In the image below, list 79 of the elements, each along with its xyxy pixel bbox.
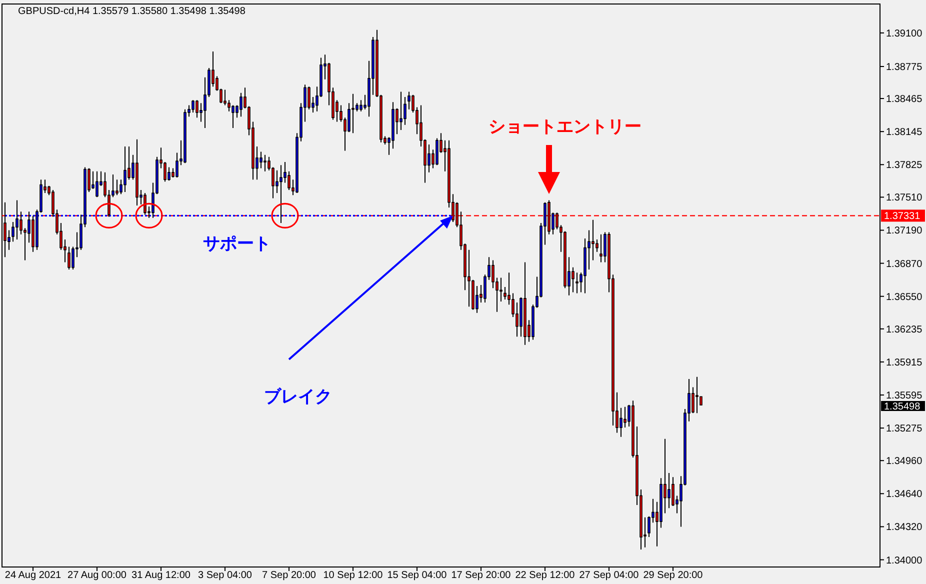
candlestick bbox=[116, 179, 118, 196]
candlestick bbox=[168, 166, 170, 182]
y-tick-label: 1.37510 bbox=[886, 192, 923, 204]
candlestick bbox=[360, 100, 362, 112]
candlestick bbox=[348, 102, 350, 133]
candlestick bbox=[592, 219, 594, 261]
y-tick-label: 1.36235 bbox=[886, 324, 923, 336]
candlestick bbox=[144, 192, 146, 216]
candlestick bbox=[500, 277, 502, 302]
candlestick bbox=[264, 154, 266, 172]
candlestick bbox=[400, 91, 402, 131]
candlestick bbox=[436, 138, 438, 166]
candlestick bbox=[164, 162, 166, 182]
candlestick bbox=[240, 92, 242, 118]
y-tick-label: 1.37190 bbox=[886, 226, 923, 237]
y-tick-label: 1.34640 bbox=[886, 489, 923, 500]
candlestick bbox=[620, 407, 622, 438]
y-tick-label: 1.36550 bbox=[886, 292, 923, 303]
x-tick-label: 17 Sep 20:00 bbox=[451, 570, 512, 581]
candlestick bbox=[492, 260, 494, 289]
candlestick bbox=[428, 144, 430, 173]
candlestick bbox=[576, 272, 578, 294]
y-tick-label: 1.35275 bbox=[886, 424, 923, 435]
y-tick-label: 1.34320 bbox=[886, 522, 923, 534]
candlestick bbox=[96, 170, 98, 198]
y-tick-label: 1.35595 bbox=[886, 390, 923, 402]
candlestick bbox=[12, 221, 14, 242]
x-tick-label: 10 Sep 12:00 bbox=[323, 570, 384, 581]
y-tick-label: 1.35915 bbox=[886, 357, 923, 368]
candlestick bbox=[668, 472, 670, 509]
x-tick-label: 24 Aug 2021 bbox=[4, 570, 62, 581]
chart-title: GBPUSD-cd,H4 1.35579 1.35580 1.35498 1.35498 bbox=[18, 6, 246, 17]
annotation: ブレイク bbox=[264, 387, 332, 406]
x-tick-label: 3 Sep 04:00 bbox=[198, 570, 252, 581]
candlestick bbox=[516, 302, 518, 338]
candlestick bbox=[192, 100, 194, 113]
text: 1.35498 bbox=[884, 402, 921, 412]
candlestick bbox=[232, 104, 234, 128]
candlestick bbox=[196, 100, 198, 118]
candlestick bbox=[68, 246, 70, 270]
y-tick-label: 1.34960 bbox=[886, 456, 923, 468]
candlestick bbox=[228, 100, 230, 112]
candlestick bbox=[572, 266, 574, 293]
y-tick-label: 1.37825 bbox=[886, 160, 923, 172]
ref-line-label: 1.37331 bbox=[884, 211, 921, 222]
x-tick-label: 27 Sep 04:00 bbox=[579, 570, 640, 581]
candlestick bbox=[176, 152, 178, 178]
x-tick-label: 22 Sep 12:00 bbox=[515, 570, 576, 581]
candlestick bbox=[276, 170, 278, 194]
x-tick-label: 7 Sep 20:00 bbox=[262, 570, 316, 581]
candlestick bbox=[72, 246, 74, 270]
candlestick bbox=[696, 376, 698, 414]
y-tick-label: 1.39100 bbox=[886, 28, 923, 40]
y-tick-label: 1.36870 bbox=[886, 258, 923, 270]
candlestick bbox=[288, 170, 290, 190]
candlestick bbox=[352, 93, 354, 134]
candlestick bbox=[404, 96, 406, 126]
y-tick-label: 1.38775 bbox=[886, 62, 923, 73]
candlestick bbox=[260, 151, 262, 169]
y-tick-label: 1.38465 bbox=[886, 94, 923, 106]
candlestick bbox=[648, 516, 650, 538]
candlestick bbox=[672, 476, 674, 507]
candlestick bbox=[308, 86, 310, 110]
x-tick-label: 29 Sep 20:00 bbox=[643, 570, 704, 581]
x-tick-label: 15 Sep 04:00 bbox=[387, 570, 448, 581]
annotation: ショートエントリー bbox=[488, 117, 642, 136]
annotation: サポート bbox=[203, 234, 271, 253]
x-tick-label: 27 Aug 00:00 bbox=[68, 570, 127, 581]
candlestick bbox=[224, 89, 226, 106]
candlestick bbox=[408, 91, 410, 110]
x-tick-label: 31 Aug 12:00 bbox=[132, 570, 191, 581]
y-tick-label: 1.38145 bbox=[886, 127, 923, 138]
candlestick bbox=[624, 406, 626, 428]
candlestick bbox=[600, 234, 602, 263]
candlestick bbox=[692, 386, 694, 414]
candlestick bbox=[504, 286, 506, 300]
candlestick bbox=[124, 146, 126, 193]
candlestick bbox=[596, 239, 598, 252]
y-tick-label: 1.34000 bbox=[886, 555, 923, 566]
